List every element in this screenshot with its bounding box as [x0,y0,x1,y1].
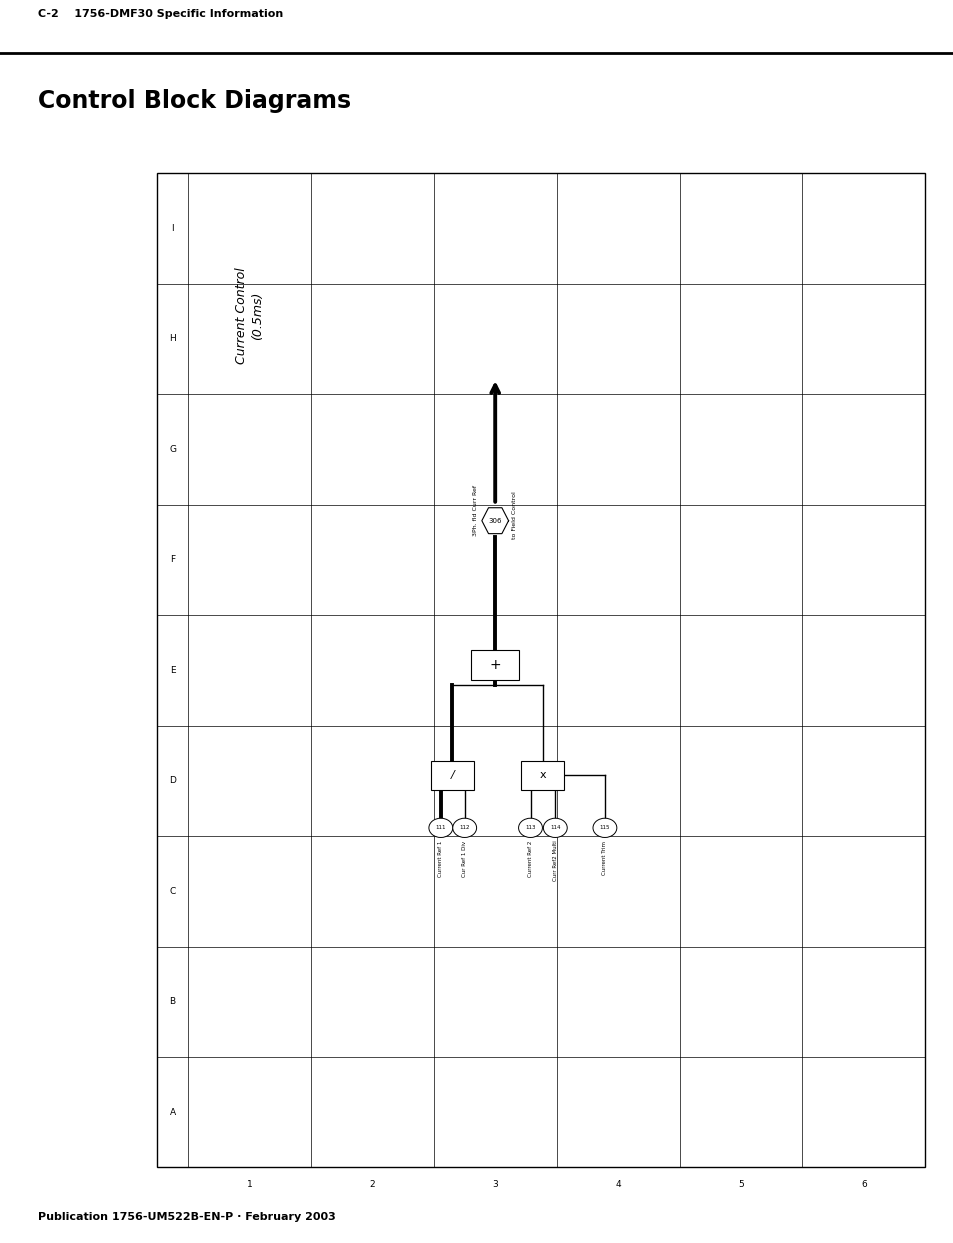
Ellipse shape [593,818,617,838]
Text: Current Trim: Current Trim [601,840,607,875]
Ellipse shape [429,818,453,838]
Text: 2: 2 [369,1181,375,1190]
Ellipse shape [453,818,476,838]
Text: A: A [170,1108,175,1116]
Text: Publication 1756-UM522B-EN-P · February 2003: Publication 1756-UM522B-EN-P · February … [38,1212,335,1222]
Text: E: E [170,666,175,675]
Text: C-2    1756-DMF30 Specific Information: C-2 1756-DMF30 Specific Information [38,9,283,19]
Text: /: / [450,771,454,781]
Text: 1: 1 [246,1181,252,1190]
Polygon shape [481,507,508,533]
Text: I: I [172,224,173,232]
Text: Curr Ref2 Multi: Curr Ref2 Multi [552,840,558,881]
Text: Current Ref 1: Current Ref 1 [437,840,443,878]
Text: 111: 111 [436,825,446,830]
Text: C: C [170,886,175,896]
Text: H: H [169,334,176,343]
Text: 306: 306 [488,517,501,523]
Text: 4: 4 [615,1181,620,1190]
Text: 3: 3 [492,1181,497,1190]
Text: F: F [170,556,175,564]
Bar [431,761,474,791]
Ellipse shape [543,818,567,838]
Bar [521,761,564,791]
Text: Current Ref 2: Current Ref 2 [527,840,533,878]
Text: +: + [489,658,500,672]
Text: Control Block Diagrams: Control Block Diagrams [38,88,351,113]
Text: 112: 112 [459,825,470,830]
Ellipse shape [518,818,542,838]
Text: B: B [170,997,175,1007]
Text: 114: 114 [550,825,560,830]
Bar [471,650,518,680]
Text: D: D [169,777,176,786]
Text: Current Control
(0.5ms): Current Control (0.5ms) [234,267,264,364]
Bar [157,173,924,1167]
Text: to Field Control: to Field Control [512,491,517,539]
Text: 3Ph. fld Curr Ref: 3Ph. fld Curr Ref [473,485,477,536]
Text: 5: 5 [738,1181,743,1190]
Text: x: x [539,771,546,781]
Text: 115: 115 [599,825,610,830]
Text: G: G [169,445,176,454]
Text: 113: 113 [525,825,536,830]
Text: 6: 6 [861,1181,866,1190]
Text: Cur Ref 1 Div: Cur Ref 1 Div [461,840,467,876]
